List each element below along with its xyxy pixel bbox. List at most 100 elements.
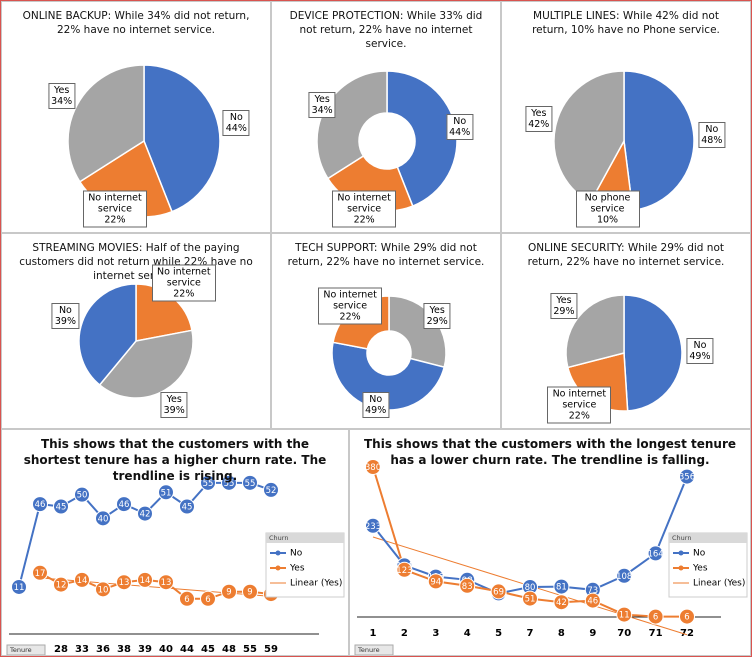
slice-label: Yes 29%: [423, 302, 451, 329]
slice-value: 42%: [528, 119, 550, 131]
panel: [271, 233, 501, 429]
slice-category: Yes: [314, 94, 330, 106]
point: [553, 594, 570, 611]
legend-dot: [678, 550, 684, 556]
point: [522, 590, 538, 607]
point: [179, 498, 195, 515]
point: [221, 474, 237, 491]
slice-value: 22%: [104, 214, 126, 226]
chart-title: ONLINE SECURITY: While 29% did not retur…: [527, 242, 725, 268]
point-label: 45: [56, 503, 67, 513]
point-label: 14: [140, 576, 151, 586]
x-tick-label: 70: [617, 628, 631, 639]
slice-label: Yes 34%: [308, 92, 336, 119]
slice-category: No: [58, 304, 72, 316]
point: [74, 571, 90, 588]
slice: [623, 294, 683, 412]
slice-value: 39%: [54, 315, 76, 327]
point-label: 50: [77, 491, 88, 501]
x-tick-label: 2: [401, 628, 408, 639]
slice-label: No 48%: [698, 122, 726, 149]
slice-label: No internet service 22%: [318, 287, 383, 325]
slice-label: No internet service 22%: [547, 386, 612, 424]
slice-value: 49%: [365, 405, 387, 416]
slice-value: 44%: [225, 123, 247, 135]
point-label: 9: [226, 588, 231, 598]
slice-label: No 44%: [222, 110, 250, 137]
slice-category: No internet service: [337, 192, 391, 215]
panel: [1, 233, 271, 429]
point: [242, 474, 258, 491]
x-tick-label: 8: [558, 628, 565, 639]
filter-label: Tenure: [9, 646, 32, 654]
point: [647, 545, 664, 562]
point-label: 83: [462, 582, 473, 592]
slice-value: 22%: [353, 214, 375, 226]
point-label: 9: [247, 588, 252, 598]
slice-label: Yes 42%: [525, 106, 553, 133]
slice-category: No internet service: [88, 192, 142, 215]
slice: [623, 70, 695, 212]
point: [459, 577, 476, 594]
legend-label: Yes: [289, 564, 305, 574]
point-label: 14: [77, 576, 88, 586]
slice-value: 34%: [311, 105, 333, 117]
legend-title: Churn: [269, 534, 288, 542]
slice-value: 39%: [163, 405, 185, 416]
point-label: 51: [161, 488, 172, 498]
legend-label: Linear (Yes): [290, 579, 342, 589]
slice-value: 34%: [51, 95, 73, 107]
chart-title: MULTIPLE LINES: While 42% did not return…: [532, 10, 720, 36]
point: [11, 578, 27, 595]
point-label: 94: [430, 577, 441, 587]
panel: [349, 429, 751, 656]
point: [200, 590, 216, 607]
x-tick-label: 40: [159, 644, 173, 655]
point-label: 42: [140, 510, 151, 520]
slice: [331, 341, 446, 411]
chart-title: DEVICE PROTECTION: While 33% did not ret…: [289, 10, 483, 50]
point: [616, 606, 633, 623]
point-label: 81: [556, 583, 567, 593]
slice-label: No internet service 22%: [82, 190, 147, 228]
point: [32, 564, 48, 581]
point-label: 51: [525, 595, 536, 605]
point: [679, 608, 695, 625]
slice-category: No internet service: [552, 388, 607, 411]
point: [427, 573, 444, 590]
slice: [143, 64, 221, 213]
point: [137, 505, 153, 522]
legend-label: Yes: [692, 564, 708, 574]
point-label: 13: [161, 578, 172, 588]
point-label: 69: [493, 587, 504, 597]
x-tick-label: 48: [222, 644, 236, 655]
chart-title: ONLINE BACKUP: While 34% did not return,…: [22, 10, 250, 36]
point: [221, 583, 237, 600]
x-tick-label: 36: [96, 644, 110, 655]
panel: [501, 1, 751, 233]
slice: [98, 329, 194, 399]
point: [74, 486, 90, 503]
slice-label: Yes 39%: [160, 392, 188, 418]
x-tick-label: 45: [201, 644, 215, 655]
x-tick-label: 5: [495, 628, 502, 639]
x-tick-label: 33: [75, 644, 89, 655]
slice-category: No: [453, 116, 467, 128]
point-label: 164: [647, 549, 663, 559]
point-label: 380: [365, 463, 381, 473]
point: [116, 496, 132, 513]
chart-title: STREAMING MOVIES: Half of the paying cus…: [19, 242, 253, 282]
point-label: 123: [396, 566, 412, 576]
slice-label: No 49%: [686, 337, 714, 364]
slice-value: 29%: [426, 315, 448, 327]
x-tick-label: 44: [180, 644, 194, 655]
point: [490, 583, 507, 600]
point-label: 13: [119, 578, 130, 588]
point: [647, 608, 664, 625]
chart-title: This shows that the customers with the s…: [23, 437, 327, 483]
point-label: 233: [365, 522, 381, 532]
slice-value: 22%: [173, 288, 195, 300]
point-label: 55: [203, 479, 214, 489]
point: [137, 571, 153, 588]
point-label: 55: [224, 479, 235, 489]
